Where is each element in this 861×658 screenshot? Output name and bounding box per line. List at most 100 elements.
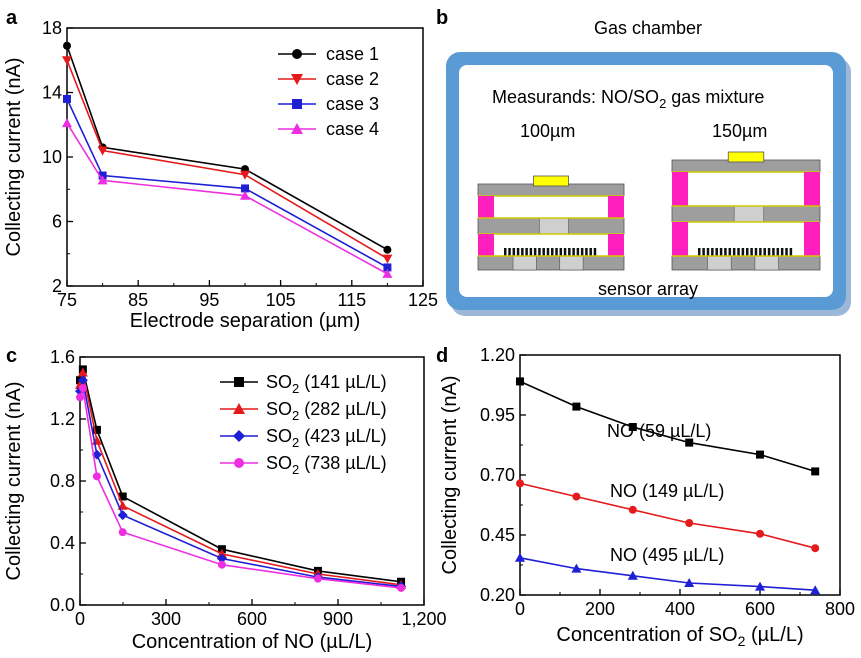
y-tick-label: 2	[52, 276, 62, 296]
chart-panel-d: 0 200 400 600 800 0.20 0.45 0.70 0.95 1.20 Concen…	[439, 345, 855, 649]
sensor-100um-stack	[477, 175, 625, 271]
bottom-window	[512, 255, 537, 271]
sensor-array-tooth	[580, 248, 584, 256]
panel-label-b: b	[436, 7, 448, 29]
chart-panel-a: 75 85 95 105 115 125 2 6 10 14 18 case 1 case 2 case…	[3, 18, 438, 332]
sensor-array-tooth	[555, 248, 558, 256]
x-tick-label: 95	[199, 290, 219, 310]
spacer-left	[478, 196, 494, 218]
legend-label-4: case 4	[326, 119, 379, 139]
data-point-s4	[97, 175, 108, 185]
y-tick-label: 0.8	[50, 471, 75, 491]
legend-label-c2: SO2 (282 µL/L)	[266, 399, 387, 423]
spacer-right	[804, 172, 820, 206]
data-point-s4	[78, 384, 87, 392]
data-point-s1	[572, 402, 581, 411]
sensor-100um-label: 100µm	[520, 121, 575, 141]
sensor-array-tooth	[711, 248, 714, 256]
x-tick-label: 75	[57, 290, 77, 310]
panel-label-a: a	[6, 7, 18, 29]
data-point-s1	[118, 492, 127, 501]
bottom-window	[707, 255, 732, 271]
legend-marker-c1	[234, 377, 244, 387]
legend-label-2: case 2	[326, 69, 379, 89]
data-point-s3	[755, 581, 765, 591]
sensor-array-tooth	[508, 248, 511, 256]
data-point-s4	[118, 528, 127, 537]
data-point-s4	[62, 118, 72, 128]
data-point-s1	[811, 467, 820, 476]
chamber-inner	[459, 65, 833, 297]
sensor-array-tooth	[551, 248, 554, 256]
x-tick-label: 600	[745, 599, 775, 619]
sensor-array-tooth	[516, 248, 520, 256]
data-point-s1	[383, 245, 392, 254]
spacer-left	[672, 222, 688, 256]
sensor-array-tooth	[759, 248, 762, 256]
sensor-array-tooth	[589, 248, 592, 256]
data-point-s3	[627, 570, 638, 580]
data-point-s3	[63, 94, 71, 103]
plot-frame-c	[79, 356, 425, 606]
sensor-array-tooth	[728, 248, 732, 256]
y-axis-label-a: Collecting current (nA)	[3, 58, 25, 257]
sensor-array-tooth	[546, 248, 550, 256]
data-point-s4	[382, 268, 393, 278]
y-tick-label: 0.4	[50, 533, 75, 553]
sensor-array-tooth	[737, 248, 740, 256]
sensor-array-tooth	[572, 248, 575, 256]
data-point-s2	[811, 544, 820, 553]
data-point-s1	[63, 41, 71, 50]
sensor-array-tooth	[512, 248, 516, 256]
x-tick-label: 0	[515, 599, 525, 619]
legend-label-1: case 1	[326, 44, 379, 64]
x-tick-label: 125	[408, 290, 438, 310]
sensor-array-tooth	[529, 248, 533, 256]
sensor-array-tooth	[754, 248, 758, 256]
data-point-s2	[240, 170, 250, 180]
y-axis-label-d: Collecting current (nA)	[439, 376, 461, 575]
data-point-s2	[97, 146, 108, 156]
sensor-array-tooth	[750, 248, 753, 256]
legend-marker-c3	[233, 430, 245, 442]
measurands-label: Measurands: NO/SO2 gas mixture	[492, 87, 764, 111]
sensor-array-tooth	[698, 248, 701, 256]
legend-label-c4: SO2 (738 µL/L)	[266, 453, 387, 477]
sensor-array-tooth	[563, 248, 567, 256]
x-axis-label-d: Concentration of SO2 (µL/L)	[556, 624, 803, 649]
y-tick-label: 6	[52, 212, 62, 232]
sensor-array-tooth	[789, 248, 793, 256]
series-label-no-149: NO (149 µL/L)	[610, 481, 724, 501]
series-line-3	[66, 98, 388, 269]
y-axis-label-c: Collecting current (nA)	[3, 382, 25, 581]
data-point-s2	[382, 254, 393, 264]
sensor-array-tooth	[521, 248, 524, 256]
y-tick-label: 10	[42, 147, 62, 167]
legend-label-c3: SO2 (423 µL/L)	[266, 426, 387, 450]
legend-marker-3	[292, 99, 302, 109]
x-axis-label-c: Concentration of NO (µL/L)	[132, 631, 373, 653]
data-point-s4	[240, 190, 250, 200]
bottom-plate	[671, 255, 821, 271]
sensor-array-label: sensor array	[598, 279, 698, 299]
data-point-s1	[756, 450, 764, 459]
sensor-array-tooth	[776, 248, 780, 256]
y-tick-label: 0.70	[480, 465, 515, 485]
sensor-array-tooth	[585, 248, 588, 256]
x-tick-label: 1,200	[401, 609, 446, 629]
data-point-s4	[76, 393, 84, 402]
x-tick-label: 0	[75, 609, 85, 629]
gas-chamber-title: Gas chamber	[594, 18, 702, 38]
series-label-no-495: NO (495 µL/L)	[610, 545, 724, 565]
x-tick-label: 115	[337, 290, 366, 310]
panel-label-c: c	[6, 345, 17, 367]
spacer-right	[804, 222, 820, 256]
data-point-s3	[77, 375, 88, 386]
legend-marker-1	[292, 49, 302, 59]
x-axis-label-a: Electrode separation (µm)	[130, 310, 361, 332]
top-electrode	[533, 175, 569, 187]
data-point-s4	[397, 583, 406, 592]
sensor-array-tooth	[746, 248, 749, 256]
x-tick-label: 900	[323, 609, 353, 629]
